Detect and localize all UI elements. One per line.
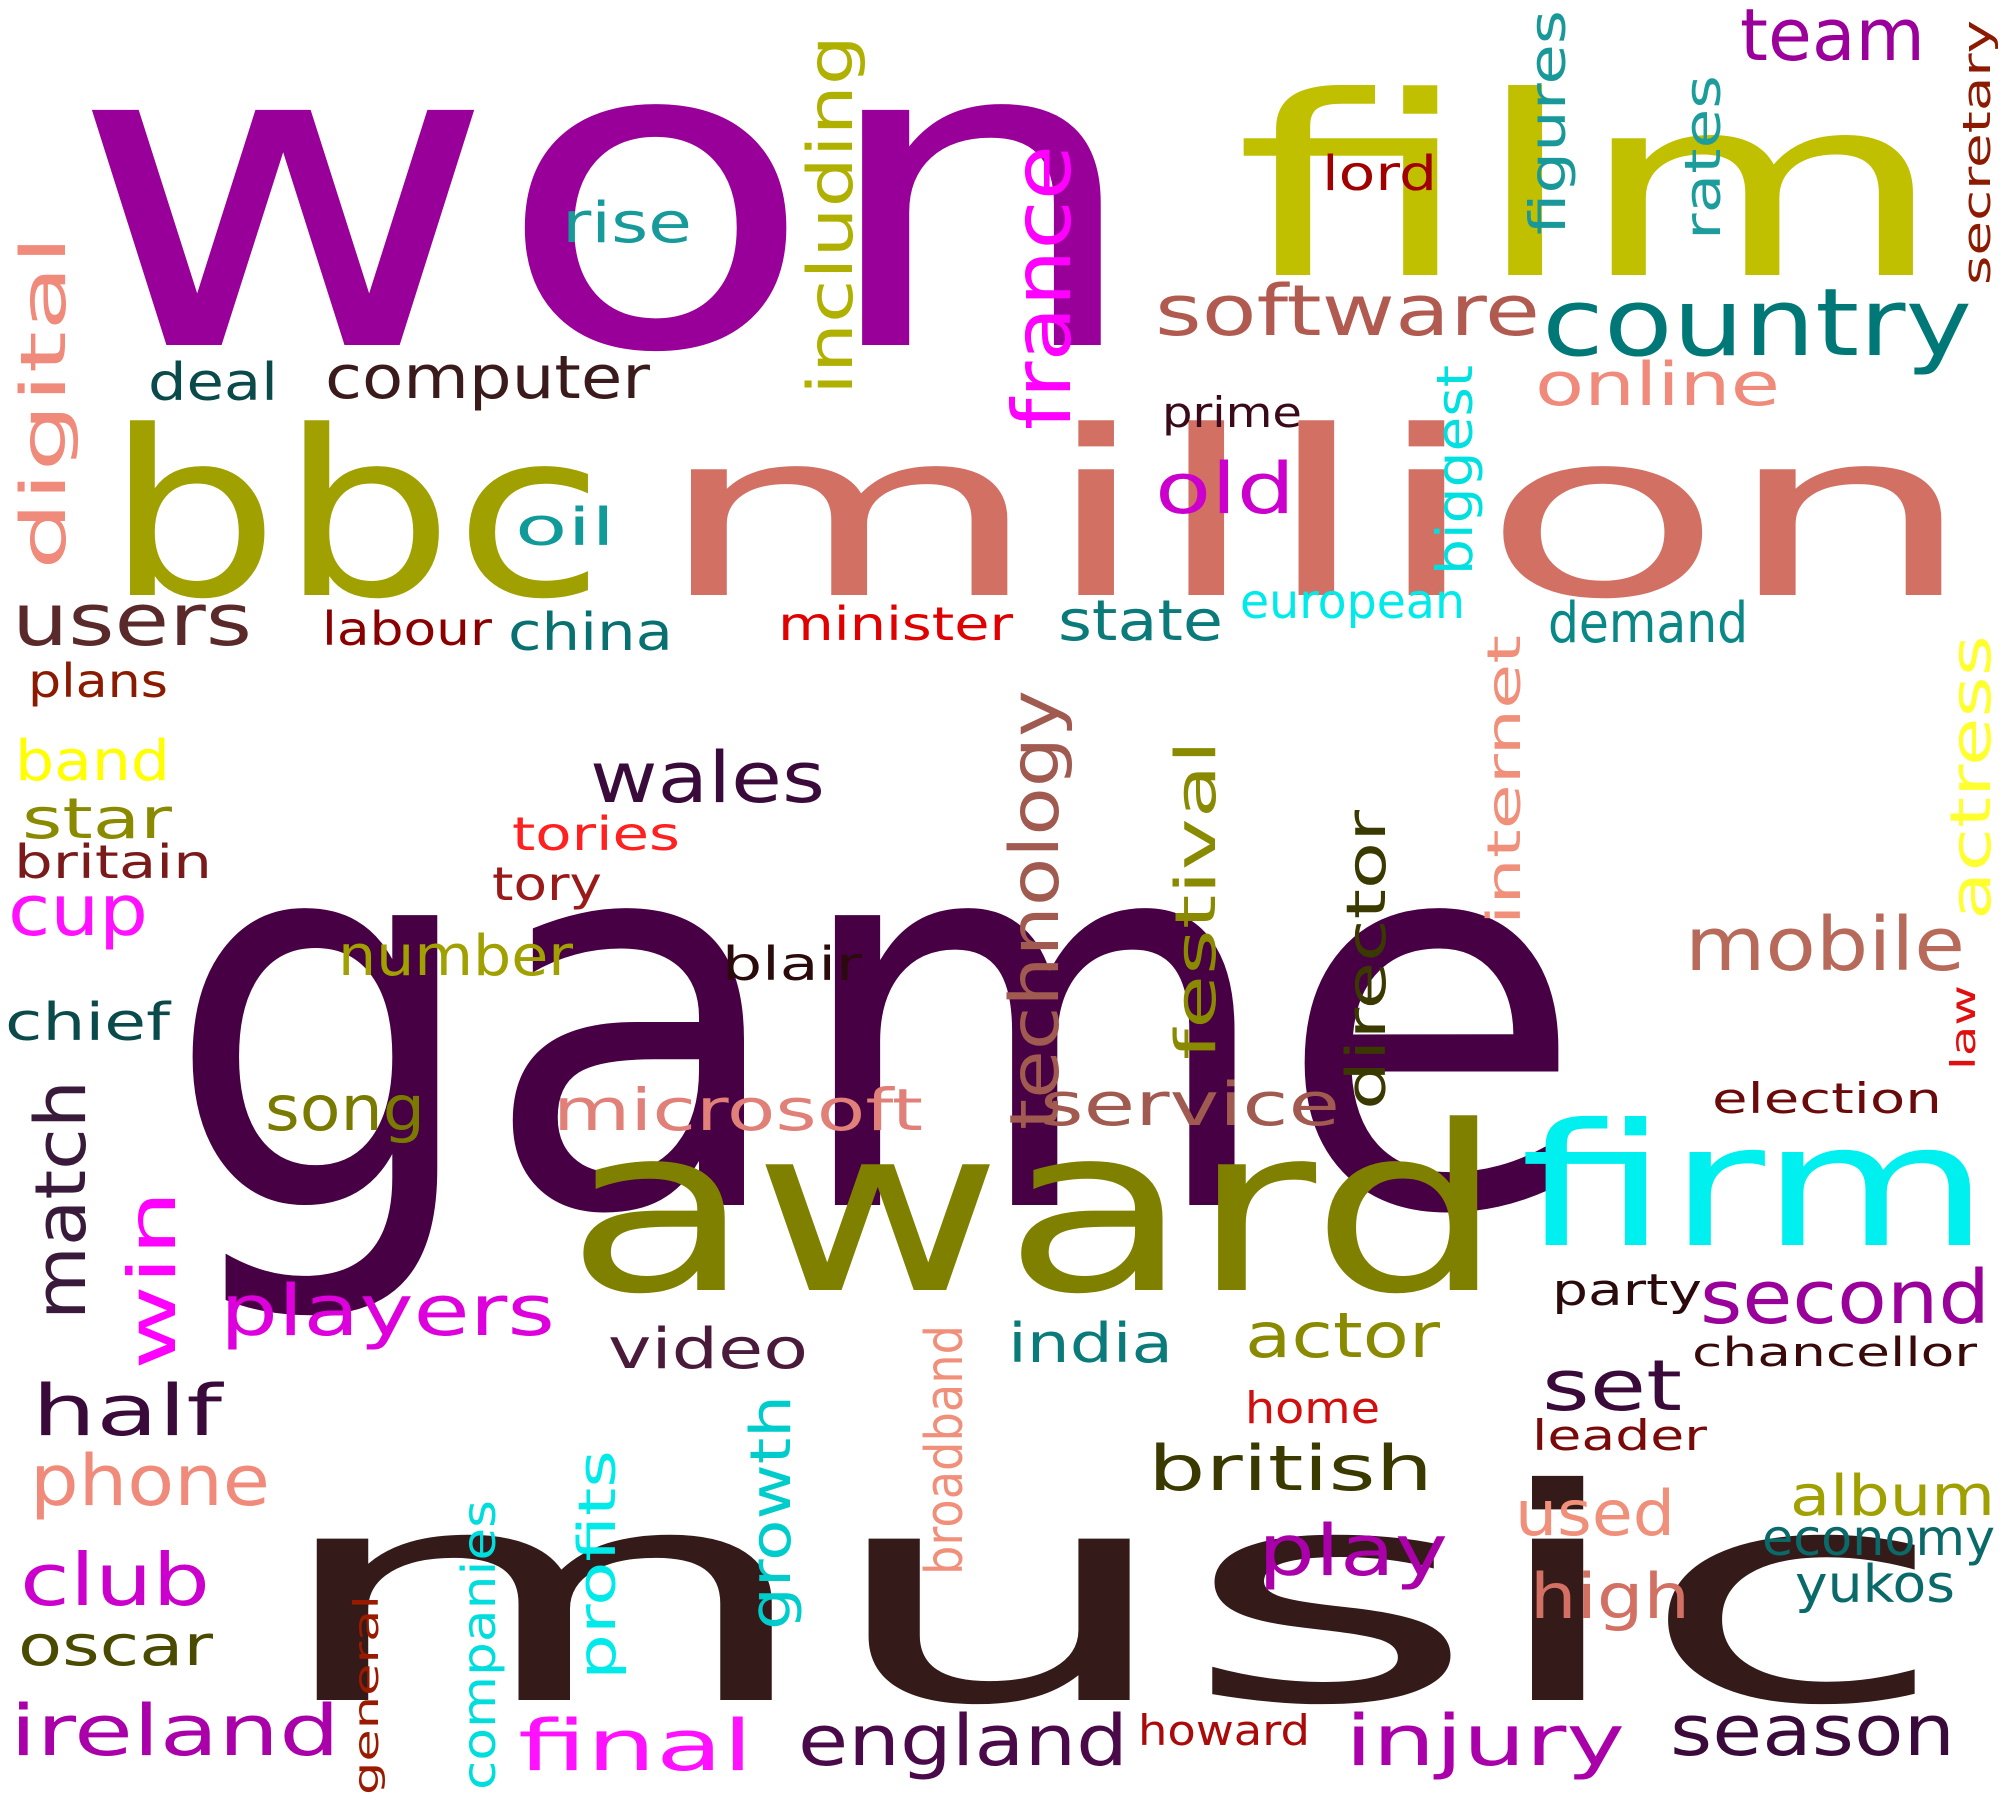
word-win: win [114,1190,191,1370]
word-companies: companies [452,1500,506,1790]
word-broadband: broadband [915,1325,975,1575]
word-party: party [1552,1265,1702,1316]
word-service: service [1040,1070,1340,1140]
word-british: british [1148,1432,1433,1505]
word-india: india [1008,1312,1173,1375]
word-mobile: mobile [1685,902,1965,988]
word-secretary: secretary [1955,20,1999,285]
word-labour: labour [322,602,492,656]
word-including: including [794,35,867,395]
word-state: state [1058,589,1223,654]
word-yukos: yukos [1795,1555,1955,1615]
word-tories: tories [512,807,680,861]
word-howard: howard [1138,1706,1310,1755]
word-chancellor: chancellor [1692,1330,1978,1376]
word-play: play [1258,1510,1448,1592]
word-second: second [1700,1255,1990,1341]
word-ireland: ireland [10,1690,340,1772]
word-minister: minister [778,597,1013,651]
word-general: general [347,1595,387,1795]
word-rates: rates [1674,75,1732,240]
word-high: high [1530,1560,1690,1633]
word-oscar: oscar [18,1614,214,1679]
word-number: number [338,924,574,989]
word-game: game [165,713,1585,1330]
word-award: award [565,1078,1505,1345]
word-used: used [1515,1477,1675,1550]
word-wales: wales [590,737,825,819]
word-country: country [1542,269,1972,378]
word-figures: figures [1519,10,1577,235]
word-microsoft: microsoft [553,1076,923,1144]
word-china: china [508,603,673,663]
word-law: law [1944,985,1984,1070]
word-final: final [518,1705,753,1787]
word-biggest: biggest [1426,365,1484,575]
word-digital: digital [7,235,80,570]
word-internet: internet [1477,635,1531,925]
word-match: match [20,1080,102,1320]
word-club: club [20,1538,210,1622]
word-software: software [1155,270,1540,352]
word-festival: festival [1164,740,1229,1060]
word-deal: deal [148,353,278,413]
word-tory: tory [492,857,602,911]
word-oil: oil [515,498,615,558]
word-election: election [1712,1074,1942,1123]
word-album: album [1790,1464,1995,1529]
word-song: song [265,1072,425,1145]
word-won: won [70,0,1145,447]
word-lord: lord [1322,146,1437,202]
word-chief: chief [5,993,172,1053]
word-prime: prime [1162,388,1302,437]
word-users: users [12,578,252,662]
word-season: season [1670,1690,1955,1772]
word-injury: injury [1345,1700,1625,1782]
word-profits: profits [568,1450,628,1680]
word-plans: plans [28,654,168,708]
word-music: music [265,1426,1950,1770]
word-firm: firm [1520,1088,1990,1286]
word-england: england [798,1700,1128,1782]
word-home: home [1245,1383,1380,1434]
word-actress: actress [1939,635,2000,920]
word-team: team [1740,0,1925,77]
word-phone: phone [30,1440,270,1522]
word-demand: demand [1548,591,1748,656]
word-set: set [1542,1345,1682,1427]
word-actor: actor [1245,1299,1441,1372]
word-online: online [1535,350,1780,420]
word-old: old [1155,448,1295,530]
word-bbc: bbc [105,383,605,650]
word-computer: computer [325,343,650,413]
word-cup: cup [8,870,148,952]
word-blair: blair [722,937,862,991]
word-france: france [996,145,1089,430]
word-technology: technology [996,690,1075,1130]
word-leader: leader [1532,1411,1708,1460]
word-economy: economy [1762,1509,1995,1567]
word-britain: britain [14,835,212,889]
word-european: european [1240,574,1465,630]
word-growth: growth [739,1395,804,1630]
word-rise: rise [562,191,692,256]
word-video: video [608,1317,808,1382]
word-film: film [1235,43,1945,334]
word-million: million [655,383,1975,650]
word-band: band [15,729,170,794]
word-star: star [22,787,173,852]
word-players: players [220,1270,555,1352]
word-half: half [32,1370,224,1452]
word-director: director [1335,809,1398,1110]
